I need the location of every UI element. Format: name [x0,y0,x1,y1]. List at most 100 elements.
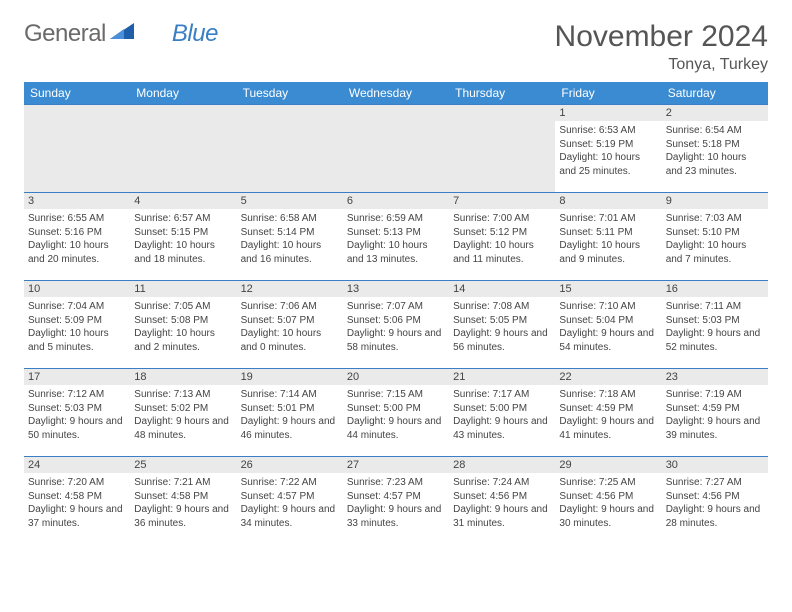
day-number: 12 [237,281,343,297]
day-number: 10 [24,281,130,297]
day-number: 17 [24,369,130,385]
daylight-line: Daylight: 10 hours and 2 minutes. [134,328,215,353]
day-number: 28 [449,457,555,473]
daylight-line: Daylight: 10 hours and 18 minutes. [134,240,215,265]
weekday-header: Thursday [449,82,555,105]
sunset-line: Sunset: 5:01 PM [241,403,315,414]
daylight-line: Daylight: 10 hours and 0 minutes. [241,328,322,353]
day-number: 13 [343,281,449,297]
sunrise-line: Sunrise: 7:11 AM [666,301,741,312]
day-number: 8 [555,193,661,209]
sunrise-line: Sunrise: 7:21 AM [134,477,210,488]
calendar-day-cell: 28Sunrise: 7:24 AMSunset: 4:56 PMDayligh… [449,457,555,545]
calendar-day-cell: 8Sunrise: 7:01 AMSunset: 5:11 PMDaylight… [555,193,661,281]
day-details: Sunrise: 7:24 AMSunset: 4:56 PMDaylight:… [449,473,555,534]
day-details: Sunrise: 7:21 AMSunset: 4:58 PMDaylight:… [130,473,236,534]
day-number: 21 [449,369,555,385]
day-number: 19 [237,369,343,385]
sunset-line: Sunset: 5:11 PM [559,227,632,238]
day-number: 1 [555,105,661,121]
sunrise-line: Sunrise: 7:03 AM [666,213,742,224]
day-number: 14 [449,281,555,297]
sunrise-line: Sunrise: 7:10 AM [559,301,635,312]
sunset-line: Sunset: 5:02 PM [134,403,208,414]
calendar-day-cell: 12Sunrise: 7:06 AMSunset: 5:07 PMDayligh… [237,281,343,369]
daylight-line: Daylight: 10 hours and 23 minutes. [666,152,747,177]
sunrise-line: Sunrise: 6:57 AM [134,213,210,224]
day-details: Sunrise: 7:00 AMSunset: 5:12 PMDaylight:… [449,209,555,270]
sunset-line: Sunset: 5:00 PM [453,403,527,414]
sunset-line: Sunset: 5:14 PM [241,227,315,238]
month-title: November 2024 [555,20,768,54]
day-details: Sunrise: 6:55 AMSunset: 5:16 PMDaylight:… [24,209,130,270]
calendar-day-cell: 6Sunrise: 6:59 AMSunset: 5:13 PMDaylight… [343,193,449,281]
calendar-empty-cell [449,105,555,193]
daylight-line: Daylight: 9 hours and 41 minutes. [559,416,654,441]
title-block: November 2024 Tonya, Turkey [555,20,768,74]
day-details: Sunrise: 7:03 AMSunset: 5:10 PMDaylight:… [662,209,768,270]
calendar-day-cell: 21Sunrise: 7:17 AMSunset: 5:00 PMDayligh… [449,369,555,457]
day-number: 4 [130,193,236,209]
daylight-line: Daylight: 9 hours and 43 minutes. [453,416,548,441]
calendar-day-cell: 9Sunrise: 7:03 AMSunset: 5:10 PMDaylight… [662,193,768,281]
day-details: Sunrise: 7:15 AMSunset: 5:00 PMDaylight:… [343,385,449,446]
calendar-week-row: 24Sunrise: 7:20 AMSunset: 4:58 PMDayligh… [24,457,768,545]
day-number: 5 [237,193,343,209]
calendar-day-cell: 30Sunrise: 7:27 AMSunset: 4:56 PMDayligh… [662,457,768,545]
day-details: Sunrise: 7:13 AMSunset: 5:02 PMDaylight:… [130,385,236,446]
daylight-line: Daylight: 10 hours and 7 minutes. [666,240,747,265]
sunrise-line: Sunrise: 6:58 AM [241,213,317,224]
calendar-empty-cell [343,105,449,193]
weekday-header: Saturday [662,82,768,105]
sunrise-line: Sunrise: 7:12 AM [28,389,104,400]
day-number: 27 [343,457,449,473]
day-number: 29 [555,457,661,473]
sunset-line: Sunset: 4:58 PM [28,491,102,502]
location: Tonya, Turkey [555,56,768,74]
calendar-day-cell: 23Sunrise: 7:19 AMSunset: 4:59 PMDayligh… [662,369,768,457]
calendar-day-cell: 15Sunrise: 7:10 AMSunset: 5:04 PMDayligh… [555,281,661,369]
day-number: 3 [24,193,130,209]
calendar-day-cell: 20Sunrise: 7:15 AMSunset: 5:00 PMDayligh… [343,369,449,457]
calendar-table: SundayMondayTuesdayWednesdayThursdayFrid… [24,82,768,545]
day-number: 23 [662,369,768,385]
sunset-line: Sunset: 5:13 PM [347,227,421,238]
sunrise-line: Sunrise: 7:19 AM [666,389,742,400]
sunrise-line: Sunrise: 7:05 AM [134,301,210,312]
sunrise-line: Sunrise: 7:22 AM [241,477,317,488]
sunset-line: Sunset: 4:57 PM [241,491,315,502]
day-details: Sunrise: 7:06 AMSunset: 5:07 PMDaylight:… [237,297,343,358]
day-details: Sunrise: 7:23 AMSunset: 4:57 PMDaylight:… [343,473,449,534]
daylight-line: Daylight: 9 hours and 30 minutes. [559,504,654,529]
sunset-line: Sunset: 5:15 PM [134,227,208,238]
sunrise-line: Sunrise: 7:18 AM [559,389,635,400]
calendar-week-row: 1Sunrise: 6:53 AMSunset: 5:19 PMDaylight… [24,105,768,193]
sunrise-line: Sunrise: 7:23 AM [347,477,423,488]
calendar-day-cell: 18Sunrise: 7:13 AMSunset: 5:02 PMDayligh… [130,369,236,457]
calendar-week-row: 10Sunrise: 7:04 AMSunset: 5:09 PMDayligh… [24,281,768,369]
sunrise-line: Sunrise: 7:13 AM [134,389,210,400]
sunset-line: Sunset: 4:58 PM [134,491,208,502]
daylight-line: Daylight: 10 hours and 11 minutes. [453,240,534,265]
sunset-line: Sunset: 4:57 PM [347,491,421,502]
daylight-line: Daylight: 9 hours and 58 minutes. [347,328,442,353]
sunrise-line: Sunrise: 6:53 AM [559,125,635,136]
header: General Blue November 2024 Tonya, Turkey [24,20,768,74]
logo: General Blue [24,20,218,48]
day-number: 11 [130,281,236,297]
day-number: 22 [555,369,661,385]
sunset-line: Sunset: 5:04 PM [559,315,633,326]
weekday-header: Tuesday [237,82,343,105]
logo-triangle-icon [110,20,136,48]
calendar-week-row: 3Sunrise: 6:55 AMSunset: 5:16 PMDaylight… [24,193,768,281]
day-number: 25 [130,457,236,473]
weekday-header: Monday [130,82,236,105]
sunset-line: Sunset: 5:06 PM [347,315,421,326]
calendar-empty-cell [237,105,343,193]
sunrise-line: Sunrise: 6:54 AM [666,125,742,136]
daylight-line: Daylight: 10 hours and 9 minutes. [559,240,640,265]
calendar-day-cell: 11Sunrise: 7:05 AMSunset: 5:08 PMDayligh… [130,281,236,369]
daylight-line: Daylight: 9 hours and 46 minutes. [241,416,336,441]
day-number: 2 [662,105,768,121]
sunrise-line: Sunrise: 7:24 AM [453,477,529,488]
